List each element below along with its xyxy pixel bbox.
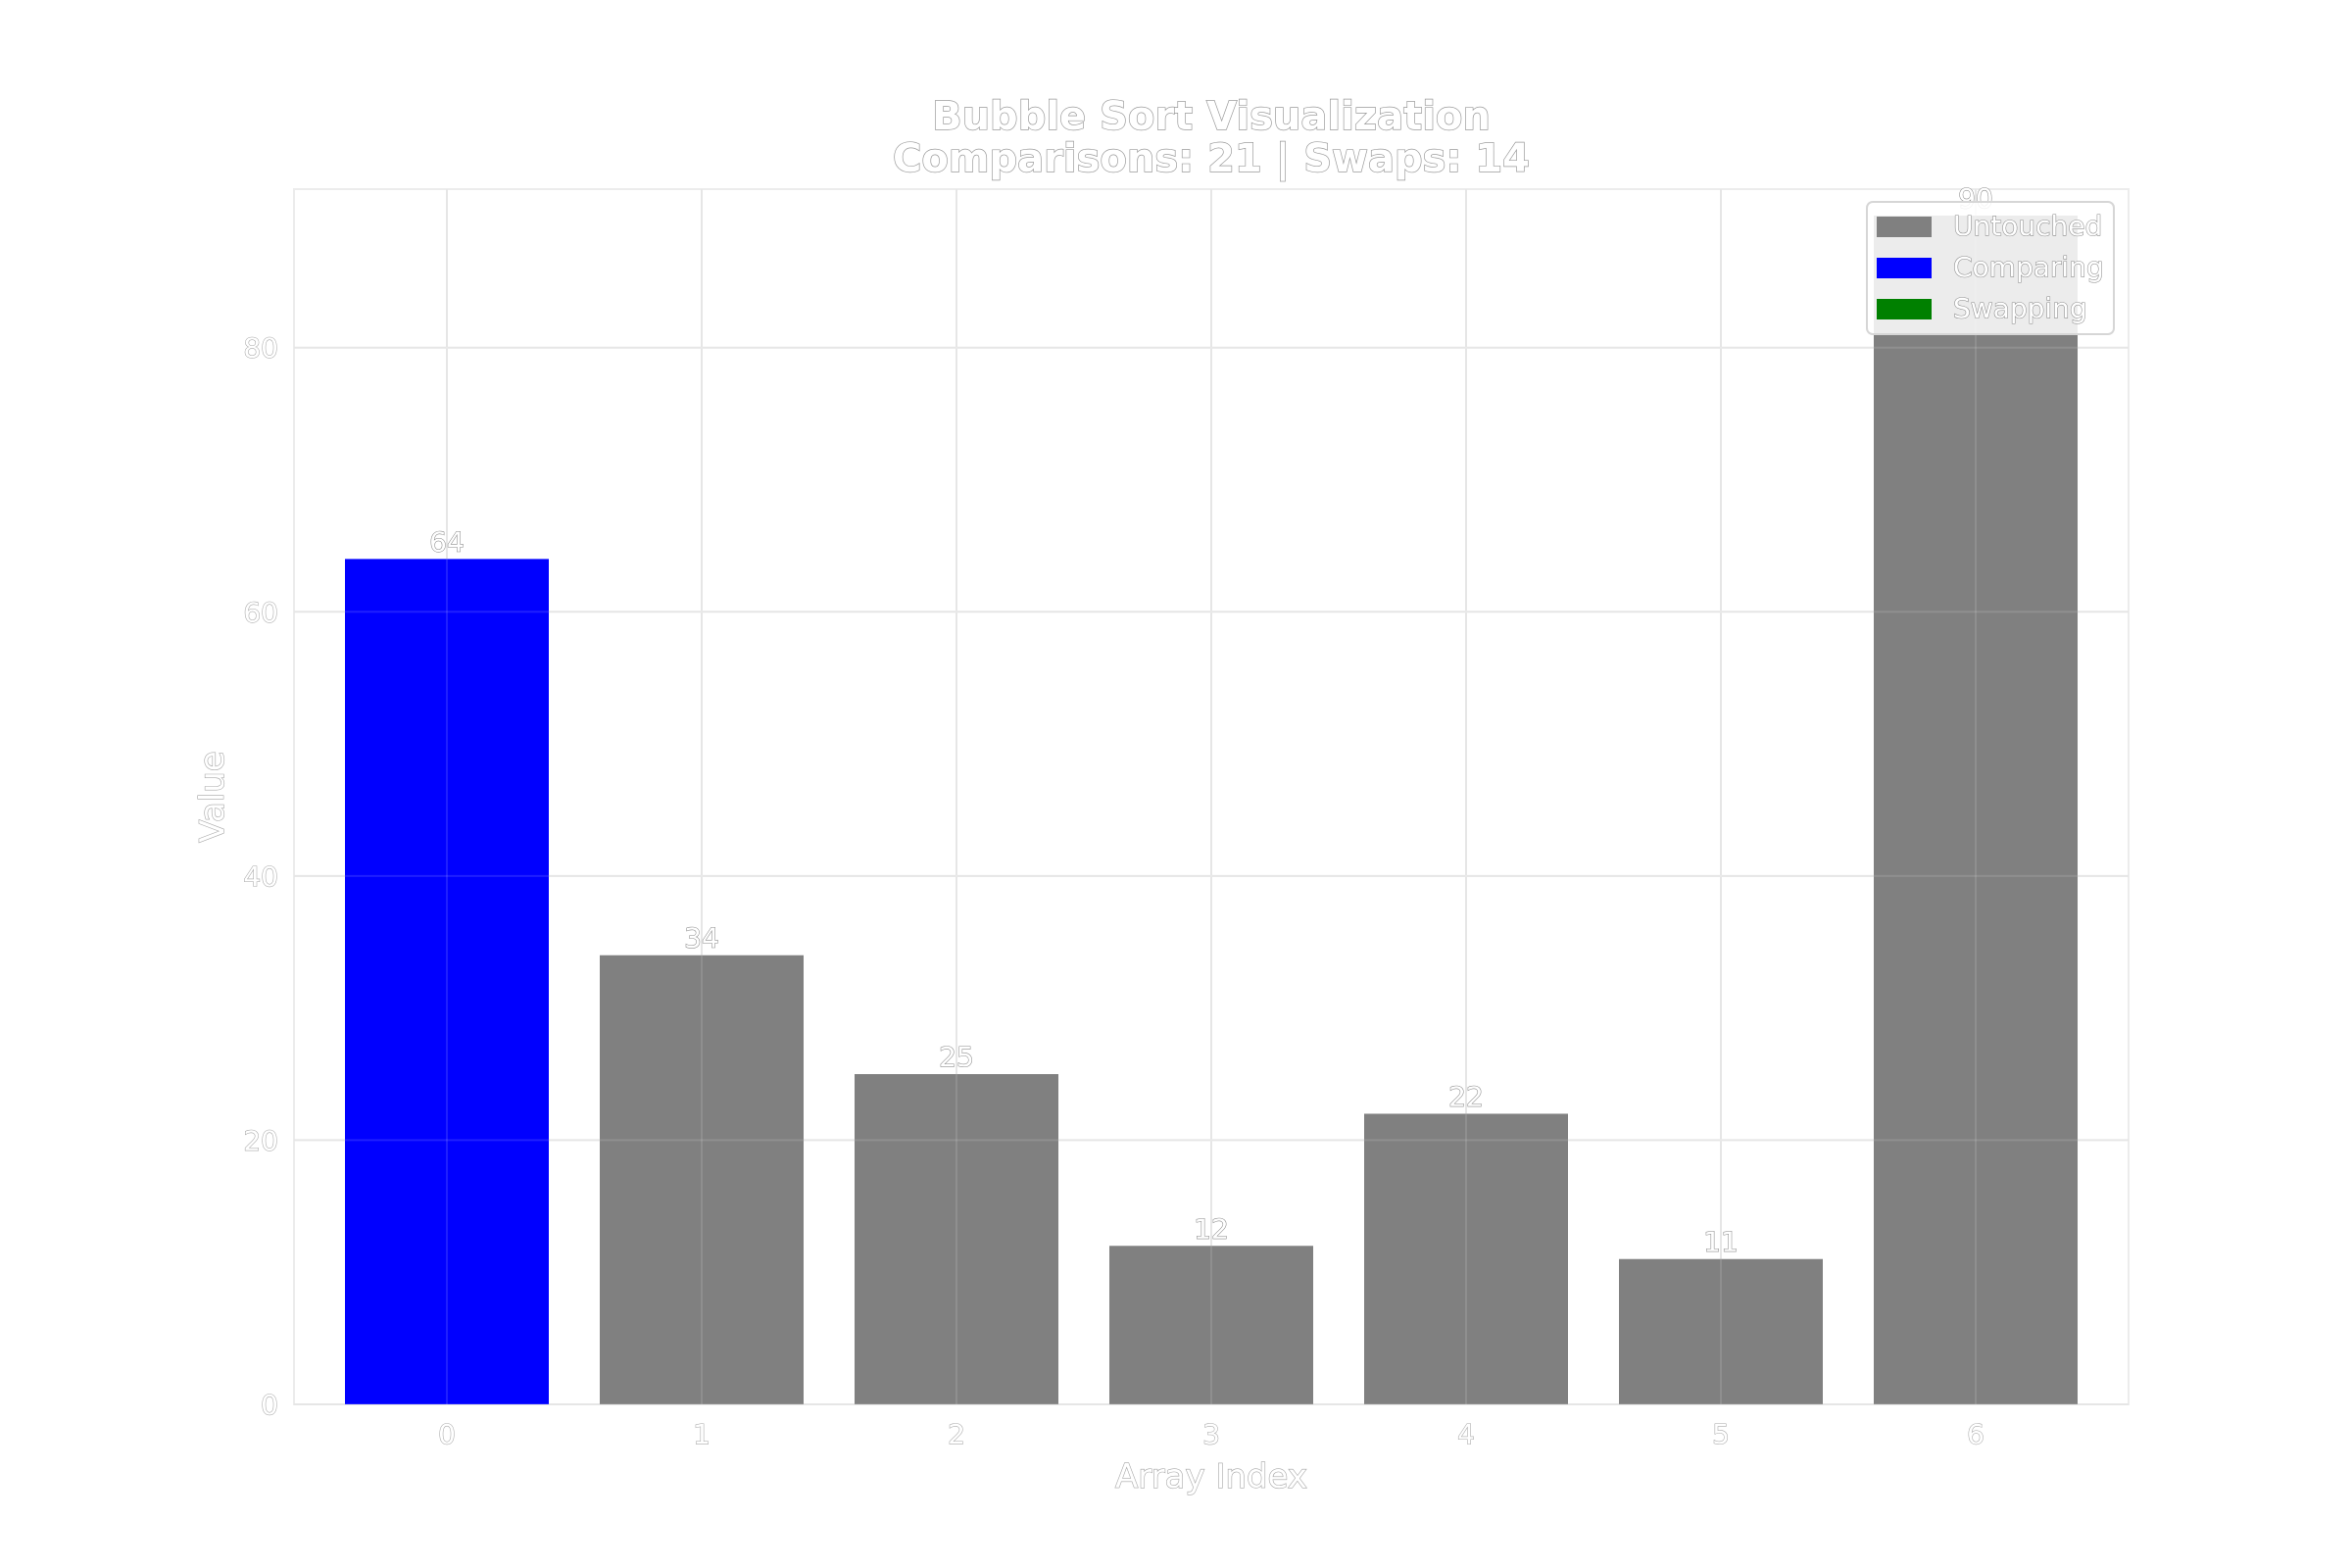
x-tick-labels: 0 1 2 3 4 5 6	[438, 1417, 1985, 1450]
bar-1	[600, 955, 804, 1404]
legend-label-untouched: Untouched	[1953, 210, 2102, 242]
x-tick-label-1: 1	[693, 1418, 710, 1450]
legend-swatch-comparing	[1877, 258, 1932, 278]
legend: Untouched Comparing Swapping	[1866, 201, 2115, 335]
y-tick-label-4: 80	[243, 332, 278, 365]
x-tick-label-6: 6	[1967, 1418, 1984, 1450]
legend-swatch-untouched	[1877, 217, 1932, 237]
data-label-0: 64	[429, 525, 465, 558]
legend-label-swapping: Swapping	[1953, 292, 2087, 324]
y-tick-label-2: 40	[243, 860, 278, 893]
bar-0	[345, 559, 549, 1404]
bar-3	[1109, 1246, 1313, 1404]
data-label-1: 34	[684, 922, 719, 955]
bar-6	[1874, 215, 2078, 1404]
legend-swatch-swapping	[1877, 299, 1932, 319]
x-tick-label-2: 2	[948, 1418, 965, 1450]
y-tick-label-0: 0	[261, 1389, 278, 1421]
legend-label-comparing: Comparing	[1953, 251, 2104, 283]
bars	[345, 215, 2078, 1404]
x-tick-label-4: 4	[1457, 1418, 1475, 1450]
y-tick-labels: 0 20 40 60 80	[243, 331, 279, 1421]
x-tick-label-5: 5	[1712, 1418, 1730, 1450]
x-axis-label: Array Index	[1115, 1457, 1307, 1496]
x-tick-label-0: 0	[438, 1418, 456, 1450]
y-tick-label-1: 20	[243, 1124, 278, 1156]
grid-overlay	[294, 189, 2129, 1405]
chart-title: Bubble Sort Visualization	[932, 94, 1491, 139]
data-label-2: 25	[939, 1041, 974, 1073]
y-tick-label-3: 60	[243, 596, 278, 628]
x-tick-label-3: 3	[1202, 1418, 1220, 1450]
chart-subtitle: Comparisons: 21 | Swaps: 14	[893, 136, 1530, 182]
bar-2	[855, 1074, 1058, 1404]
data-label-5: 11	[1703, 1226, 1739, 1258]
y-axis-label: Value	[193, 751, 232, 842]
data-label-3: 12	[1194, 1212, 1229, 1245]
bar-5	[1619, 1258, 1823, 1404]
bar-4	[1364, 1113, 1568, 1404]
data-label-4: 22	[1448, 1080, 1484, 1112]
